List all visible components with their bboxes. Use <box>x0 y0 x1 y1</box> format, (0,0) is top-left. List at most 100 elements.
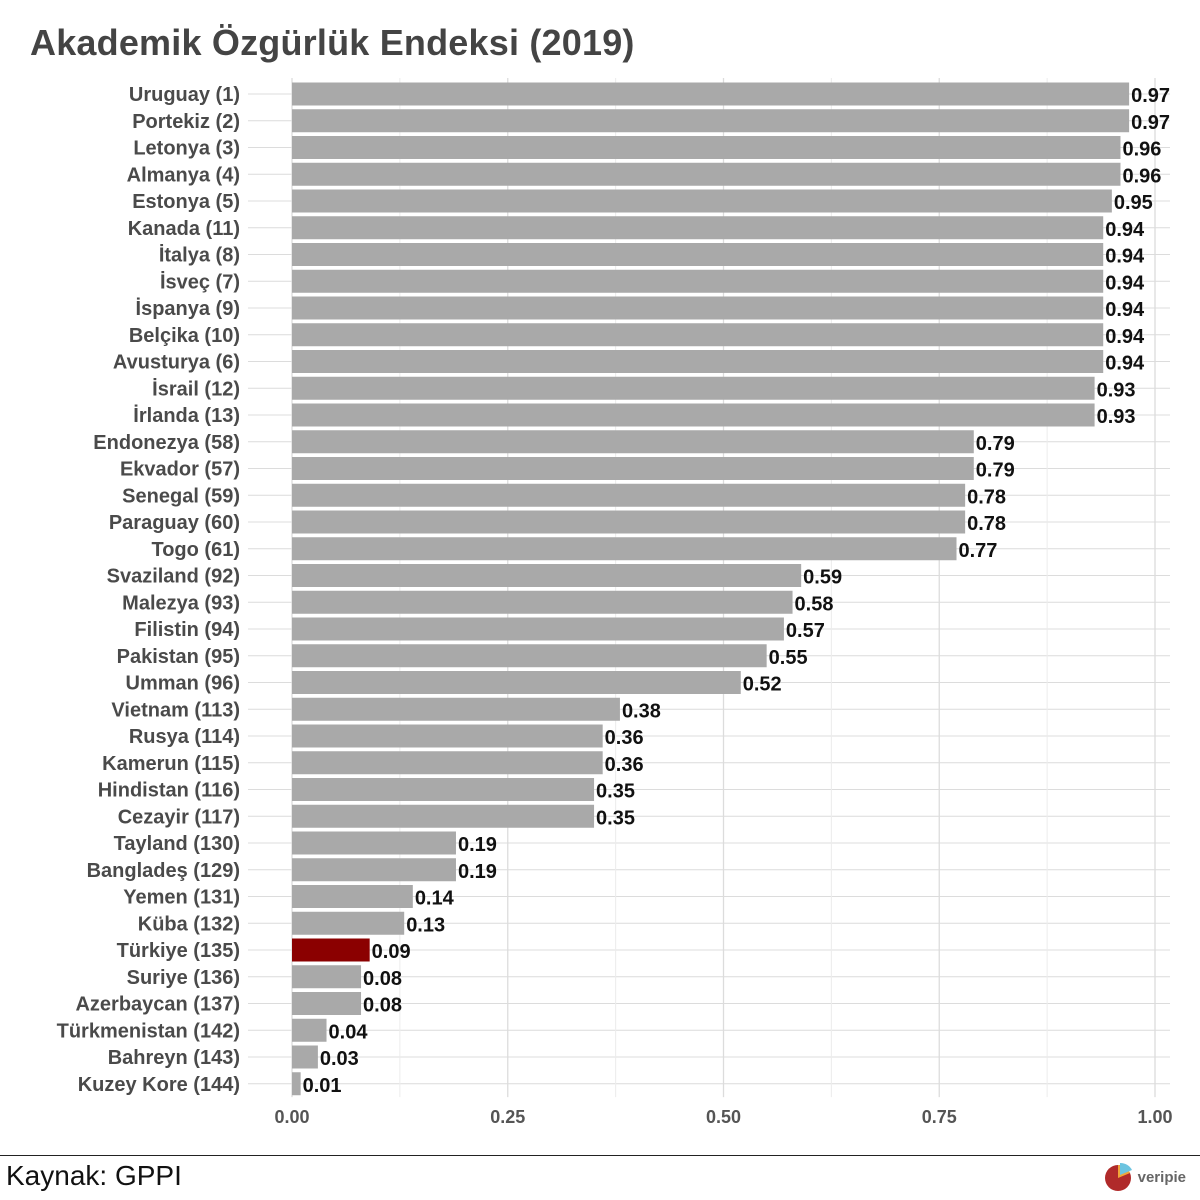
bar <box>292 510 966 534</box>
chart-title: Akademik Özgürlük Endeksi (2019) <box>30 22 635 63</box>
bar <box>292 243 1104 266</box>
value-label: 0.94 <box>1105 246 1145 268</box>
category-label: Endonezya (58) <box>93 432 240 454</box>
category-label: Uruguay (1) <box>129 84 240 106</box>
category-label: Umman (96) <box>126 673 240 695</box>
bar <box>292 269 1104 293</box>
bar <box>292 697 620 721</box>
x-tick-label: 0.25 <box>490 1107 525 1127</box>
value-label: 0.78 <box>967 513 1006 535</box>
value-labels: 0.97 0.97 0.96 0.96 0.95 0.94 0.94 0.94 0.94 0.94… <box>303 85 1170 1097</box>
category-label: İspanya (9) <box>136 297 240 320</box>
highlight-bar <box>292 938 370 962</box>
value-label: 0.55 <box>769 647 808 669</box>
x-tick-label: 0.75 <box>922 1107 957 1127</box>
bar <box>292 778 595 801</box>
category-label: Küba (132) <box>138 913 240 935</box>
category-labels: Uruguay (1) Portekiz (2) Letonya (3) Almany… <box>57 84 240 1096</box>
category-label: İsveç (7) <box>160 270 240 293</box>
value-label: 0.94 <box>1105 299 1145 321</box>
bar <box>292 671 741 694</box>
value-label: 0.94 <box>1105 219 1145 241</box>
category-label: Türkiye (135) <box>117 940 240 962</box>
value-label: 0.52 <box>743 674 782 696</box>
category-label: Pakistan (95) <box>117 646 240 668</box>
bar <box>292 751 603 775</box>
category-label: Ekvador (57) <box>120 459 240 481</box>
category-label: Bahreyn (143) <box>108 1047 240 1069</box>
bar <box>292 885 413 908</box>
value-label: 0.59 <box>803 567 842 589</box>
category-label: Avusturya (6) <box>113 352 240 374</box>
footer-divider <box>0 1155 1200 1156</box>
bar <box>292 483 966 507</box>
bar <box>292 617 784 641</box>
x-tick-label: 0.50 <box>706 1107 741 1127</box>
value-label: 0.97 <box>1131 85 1170 107</box>
value-label: 0.58 <box>795 593 834 615</box>
value-label: 0.04 <box>329 1021 369 1043</box>
value-label: 0.97 <box>1131 112 1170 134</box>
category-label: Estonya (5) <box>132 191 240 213</box>
value-label: 0.08 <box>363 968 402 990</box>
value-label: 0.77 <box>959 540 998 562</box>
bar-chart: Uruguay (1) Portekiz (2) Letonya (3) Almany… <box>57 78 1173 1127</box>
bar <box>292 1018 327 1042</box>
category-label: Kanada (11) <box>128 218 240 240</box>
category-label: Malezya (93) <box>122 592 240 614</box>
value-label: 0.19 <box>458 834 497 856</box>
category-label: Togo (61) <box>151 539 240 561</box>
value-label: 0.95 <box>1114 192 1153 214</box>
bars <box>292 82 1130 1096</box>
bar <box>292 216 1104 240</box>
bar <box>292 564 802 587</box>
bar <box>292 430 974 454</box>
value-label: 0.36 <box>605 727 644 749</box>
bar <box>292 136 1121 159</box>
value-label: 0.93 <box>1097 379 1136 401</box>
value-label: 0.35 <box>596 807 635 829</box>
bar <box>292 189 1112 213</box>
bar <box>292 1072 301 1096</box>
bar <box>292 537 957 561</box>
bar <box>292 457 974 480</box>
bar <box>292 804 595 828</box>
category-label: İrlanda (13) <box>133 404 240 427</box>
category-label: Almanya (4) <box>127 164 240 186</box>
brand-name: veripie <box>1137 1168 1186 1186</box>
bar <box>292 965 362 989</box>
category-label: Kamerun (115) <box>102 753 240 775</box>
value-label: 0.36 <box>605 754 644 776</box>
value-label: 0.57 <box>786 620 825 642</box>
value-label: 0.93 <box>1097 406 1136 428</box>
bar <box>292 323 1104 347</box>
value-label: 0.01 <box>303 1075 342 1097</box>
value-label: 0.94 <box>1105 272 1145 294</box>
x-axis-ticks: 0.00 0.25 0.50 0.75 1.00 <box>274 1107 1172 1127</box>
category-label: Belçika (10) <box>129 325 240 347</box>
category-label: Senegal (59) <box>122 485 240 507</box>
value-label: 0.03 <box>320 1048 359 1070</box>
bar <box>292 831 456 855</box>
x-tick-label: 0.00 <box>274 1107 309 1127</box>
value-label: 0.79 <box>976 433 1015 455</box>
bar <box>292 350 1104 373</box>
value-label: 0.19 <box>458 861 497 883</box>
category-label: Suriye (136) <box>127 967 240 989</box>
source-caption: Kaynak: GPPI <box>6 1160 182 1191</box>
category-label: Türkmenistan (142) <box>57 1020 240 1042</box>
value-label: 0.09 <box>372 941 411 963</box>
category-label: Portekiz (2) <box>132 111 240 133</box>
category-label: Yemen (131) <box>123 887 240 909</box>
value-label: 0.38 <box>622 700 661 722</box>
category-label: Paraguay (60) <box>109 512 240 534</box>
category-label: Letonya (3) <box>133 138 240 160</box>
value-label: 0.96 <box>1122 139 1161 161</box>
bar <box>292 992 362 1015</box>
category-label: İsrail (12) <box>152 377 240 400</box>
value-label: 0.08 <box>363 995 402 1017</box>
bar <box>292 1045 318 1069</box>
bar <box>292 296 1104 320</box>
bar <box>292 858 456 882</box>
bar <box>292 82 1130 106</box>
